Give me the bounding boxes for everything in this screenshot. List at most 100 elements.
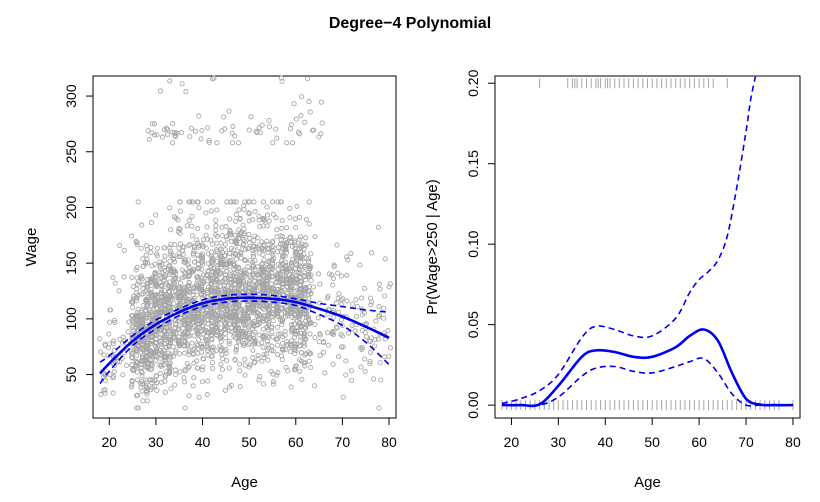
- scatter-point: [236, 207, 242, 213]
- scatter-point: [301, 334, 307, 340]
- scatter-point: [125, 329, 131, 335]
- scatter-point: [245, 263, 251, 270]
- scatter-point: [110, 390, 116, 396]
- scatter-point: [140, 285, 146, 291]
- scatter-point: [182, 368, 188, 374]
- scatter-point: [387, 281, 393, 287]
- scatter-point: [153, 251, 160, 257]
- scatter-point: [264, 204, 270, 210]
- x-tick-label: 40: [195, 434, 211, 450]
- scatter-point: [241, 231, 247, 237]
- scatter-point: [306, 284, 312, 290]
- scatter-point: [255, 341, 261, 347]
- scatter-point: [120, 334, 126, 340]
- scatter-point: [312, 234, 318, 240]
- scatter-point: [212, 315, 218, 321]
- scatter-point: [200, 356, 206, 362]
- scatter-point: [287, 349, 293, 355]
- scatter-point: [307, 331, 313, 337]
- scatter-point: [275, 342, 281, 348]
- scatter-point: [149, 263, 155, 269]
- scatter-point: [196, 205, 202, 211]
- scatter-point: [386, 353, 392, 359]
- scatter-point: [312, 334, 318, 341]
- scatter-point: [134, 265, 140, 271]
- scatter-point: [287, 266, 293, 272]
- scatter-point: [140, 315, 146, 321]
- scatter-point: [236, 140, 242, 146]
- scatter-point: [330, 282, 336, 288]
- scatter-point: [105, 345, 112, 351]
- x-tick-label: 40: [597, 434, 613, 450]
- scatter-point: [168, 354, 174, 360]
- scatter-point: [161, 322, 167, 328]
- scatter-point: [376, 281, 382, 287]
- scatter-point: [254, 309, 260, 315]
- scatter-point: [217, 325, 223, 331]
- scatter-point: [275, 286, 281, 292]
- scatter-point: [168, 227, 174, 233]
- scatter-point: [233, 312, 239, 318]
- scatter-point: [231, 269, 237, 275]
- scatter-point: [293, 306, 299, 312]
- scatter-point: [189, 223, 195, 229]
- scatter-point: [232, 357, 238, 363]
- scatter-point: [180, 275, 186, 281]
- scatter-point: [291, 321, 297, 327]
- scatter-point: [301, 251, 307, 257]
- scatter-point: [279, 268, 285, 274]
- scatter-point: [219, 224, 225, 230]
- scatter-point: [241, 226, 247, 232]
- scatter-point: [112, 319, 118, 326]
- scatter-point: [266, 218, 272, 224]
- scatter-point: [280, 252, 286, 258]
- scatter-point: [142, 358, 149, 364]
- scatter-point: [214, 276, 220, 282]
- scatter-point: [180, 338, 186, 344]
- scatter-point: [250, 355, 256, 361]
- scatter-point: [214, 330, 220, 336]
- scatter-point: [190, 383, 196, 389]
- scatter-point: [199, 349, 205, 355]
- scatter-point: [215, 268, 221, 274]
- scatter-point: [227, 257, 233, 263]
- scatter-point: [186, 393, 192, 399]
- scatter-point: [292, 364, 298, 370]
- scatter-point: [162, 337, 168, 343]
- scatter-point: [149, 275, 155, 281]
- scatter-point: [371, 376, 377, 382]
- scatter-point: [222, 247, 228, 253]
- scatter-point: [287, 215, 293, 221]
- scatter-point: [158, 344, 164, 350]
- scatter-point: [275, 262, 281, 268]
- scatter-point: [248, 114, 254, 120]
- scatter-point: [278, 353, 285, 359]
- scatter-point: [176, 251, 182, 257]
- scatter-point: [168, 250, 174, 256]
- scatter-point: [106, 331, 112, 337]
- scatter-point: [237, 287, 243, 293]
- scatter-point: [208, 259, 214, 265]
- scatter-point: [246, 364, 252, 370]
- scatter-point: [229, 130, 235, 136]
- scatter-point: [349, 323, 355, 329]
- scatter-point: [311, 127, 317, 133]
- scatter-point: [288, 384, 294, 390]
- scatter-point: [162, 288, 168, 294]
- scatter-point: [210, 76, 216, 82]
- scatter-point: [241, 312, 247, 318]
- scatter-point: [284, 225, 290, 231]
- fitted-curve: [501, 328, 794, 408]
- scatter-point: [184, 223, 190, 229]
- left-x-axis-label: Age: [231, 474, 258, 491]
- scatter-point: [278, 233, 284, 239]
- scatter-point: [128, 348, 134, 354]
- scatter-point: [285, 311, 291, 317]
- scatter-point: [352, 328, 358, 334]
- scatter-point: [331, 314, 337, 320]
- scatter-point: [233, 212, 239, 218]
- scatter-point: [200, 237, 206, 243]
- probability-panel: 20 30 40 50 60 70 80 0.000.050.100.150.20 Age …: [424, 69, 801, 491]
- scatter-point: [288, 341, 294, 347]
- scatter-point: [176, 254, 182, 260]
